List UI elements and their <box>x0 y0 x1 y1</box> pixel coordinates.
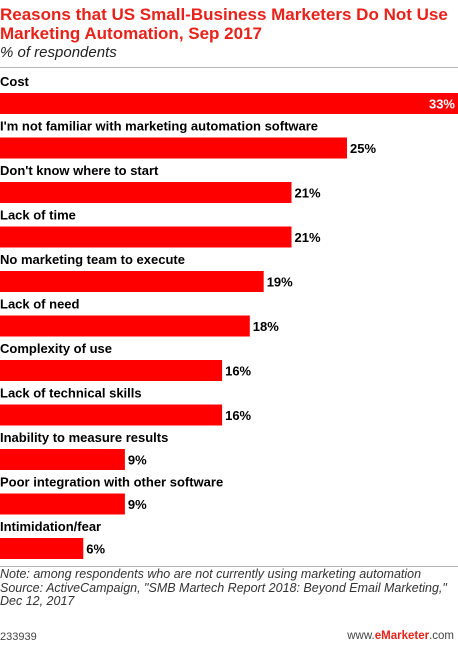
value-label: 21% <box>295 230 321 245</box>
bar <box>0 404 223 426</box>
chart-source: Source: ActiveCampaign, "SMB Martech Rep… <box>0 580 447 608</box>
category-label: Don't know where to start <box>0 163 159 178</box>
category-label: No marketing team to execute <box>0 252 185 267</box>
category-label: Complexity of use <box>0 341 112 356</box>
value-label: 33% <box>429 97 455 112</box>
chart-title: Reasons that US Small-Business Marketers… <box>0 5 448 43</box>
bar <box>0 360 223 381</box>
chart-subtitle: % of respondents <box>0 44 117 61</box>
category-label: I'm not familiar with marketing automati… <box>0 119 318 134</box>
category-label: Lack of need <box>0 297 80 312</box>
category-label: Lack of technical skills <box>0 386 142 401</box>
footnotes: Note: among respondents who are not curr… <box>0 567 455 609</box>
category-label: Lack of time <box>0 208 76 223</box>
value-label: 16% <box>225 408 251 423</box>
brand-name: eMarketer <box>374 630 430 642</box>
bar <box>0 93 458 114</box>
bar <box>0 449 125 470</box>
category-label: Poor integration with other software <box>0 475 223 490</box>
value-label: 18% <box>253 319 279 334</box>
value-label: 9% <box>128 453 147 468</box>
chart-id: 233939 <box>0 631 37 643</box>
category-label: Cost <box>0 74 30 89</box>
bar <box>0 315 250 337</box>
bar <box>0 182 292 203</box>
bar <box>0 538 84 559</box>
top-divider <box>0 67 458 68</box>
bar <box>0 226 292 248</box>
bar <box>0 271 264 292</box>
value-label: 19% <box>267 275 293 290</box>
brand-suffix: .com <box>429 630 454 642</box>
value-label: 9% <box>128 497 147 512</box>
value-label: 21% <box>295 186 321 201</box>
bottom-divider <box>0 566 458 567</box>
value-label: 25% <box>350 141 376 156</box>
category-label: Inability to measure results <box>0 430 168 445</box>
brand-link[interactable]: www.eMarketer.com <box>347 630 454 642</box>
bar <box>0 493 125 515</box>
chart-note: Note: among respondents who are not curr… <box>0 567 422 581</box>
bar <box>0 137 347 159</box>
value-label: 6% <box>86 542 105 557</box>
brand-prefix: www. <box>347 630 375 642</box>
value-label: 16% <box>225 364 251 379</box>
category-label: Intimidation/fear <box>0 519 101 534</box>
bar-chart: Cost 33% I'm not familiar with marketing a… <box>0 74 458 559</box>
